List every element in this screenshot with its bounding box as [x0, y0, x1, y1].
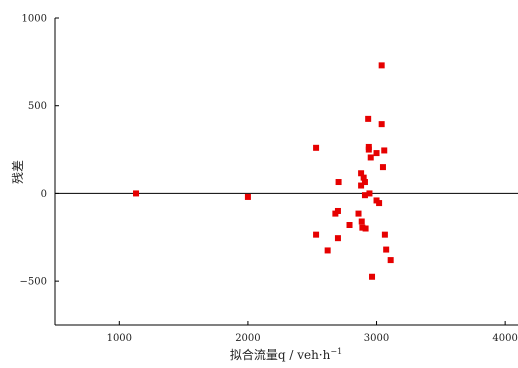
data-point: [365, 115, 372, 122]
data-point: [365, 146, 372, 153]
data-point: [358, 218, 365, 225]
x-axis-title: 拟合流量q / veh·h−1: [230, 347, 342, 362]
data-point: [369, 273, 376, 280]
data-point: [383, 246, 390, 253]
data-point: [358, 182, 365, 189]
data-point: [378, 62, 385, 69]
data-point: [335, 179, 342, 186]
data-point: [362, 225, 369, 232]
data-point: [313, 144, 320, 151]
y-tick-label: −500: [20, 277, 47, 288]
data-point: [361, 179, 368, 186]
data-point: [378, 121, 385, 128]
x-tick-label: 2000: [235, 333, 260, 344]
x-tick-label: 4000: [492, 333, 517, 344]
y-tick-label: 0: [41, 189, 47, 200]
data-point: [381, 147, 388, 154]
x-tick-label: 1000: [107, 333, 132, 344]
data-point: [367, 154, 374, 161]
data-point: [387, 257, 394, 264]
data-point: [334, 207, 341, 214]
y-tick-label: 1000: [22, 14, 47, 25]
data-point: [361, 192, 368, 199]
ticks: 1000 2000 3000 4000 −500 0 500 1000: [20, 14, 518, 345]
y-axis-title: 残差: [11, 160, 25, 184]
data-point: [133, 190, 140, 197]
data-point: [334, 235, 341, 242]
data-points: [133, 62, 394, 280]
data-point: [373, 150, 380, 157]
axes: [54, 18, 518, 326]
data-point: [244, 193, 251, 200]
x-tick-label: 3000: [364, 333, 389, 344]
y-tick-label: 500: [28, 101, 47, 112]
data-point: [359, 224, 366, 231]
data-point: [381, 231, 388, 238]
data-point: [360, 174, 367, 181]
data-point: [355, 210, 362, 217]
data-point: [376, 200, 383, 207]
data-point: [366, 190, 373, 197]
data-point: [358, 170, 365, 177]
data-point: [324, 247, 331, 254]
data-point: [346, 222, 353, 229]
data-point: [379, 164, 386, 171]
data-point: [313, 231, 320, 238]
